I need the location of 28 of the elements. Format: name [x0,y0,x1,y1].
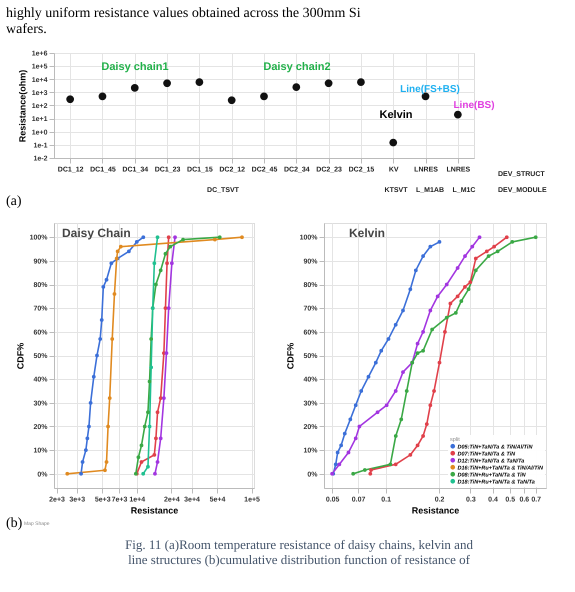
chart-title: Kelvin [349,226,386,240]
annotation: Kelvin [379,109,413,121]
annotation: Line(FS+BS) [400,84,460,95]
point [260,92,268,100]
caption: Fig. 11 (a)Room temperature resistance of daisy chains, kelvin and line structures (b)cumulative distribution function of resistance of [125,537,474,567]
chart-title: Daisy Chain [62,226,131,240]
point [454,110,462,119]
point [130,84,139,92]
text: (a) [6,194,22,209]
annotation: Line(BS) [453,100,495,111]
text: highly uniform resistance values obtained across the 300mm Si wafers. [6,6,361,38]
x-axis-title: Resistance [130,506,178,516]
y-axis-title: CDF% [16,342,26,370]
point [163,79,171,88]
point [357,78,365,86]
point [324,79,332,88]
text: (b) [6,516,23,531]
point [389,138,398,146]
x-axis-title: Resistance [412,506,460,516]
y-axis-title: Resistance(ohm) [18,70,28,142]
y-axis-title: CDF% [286,342,296,370]
point [292,83,300,92]
point [98,92,106,100]
point [196,78,204,86]
annotation: Daisy chain1 [101,61,169,73]
point [228,96,236,104]
point [66,95,74,104]
annotation: Daisy chain2 [263,61,331,73]
